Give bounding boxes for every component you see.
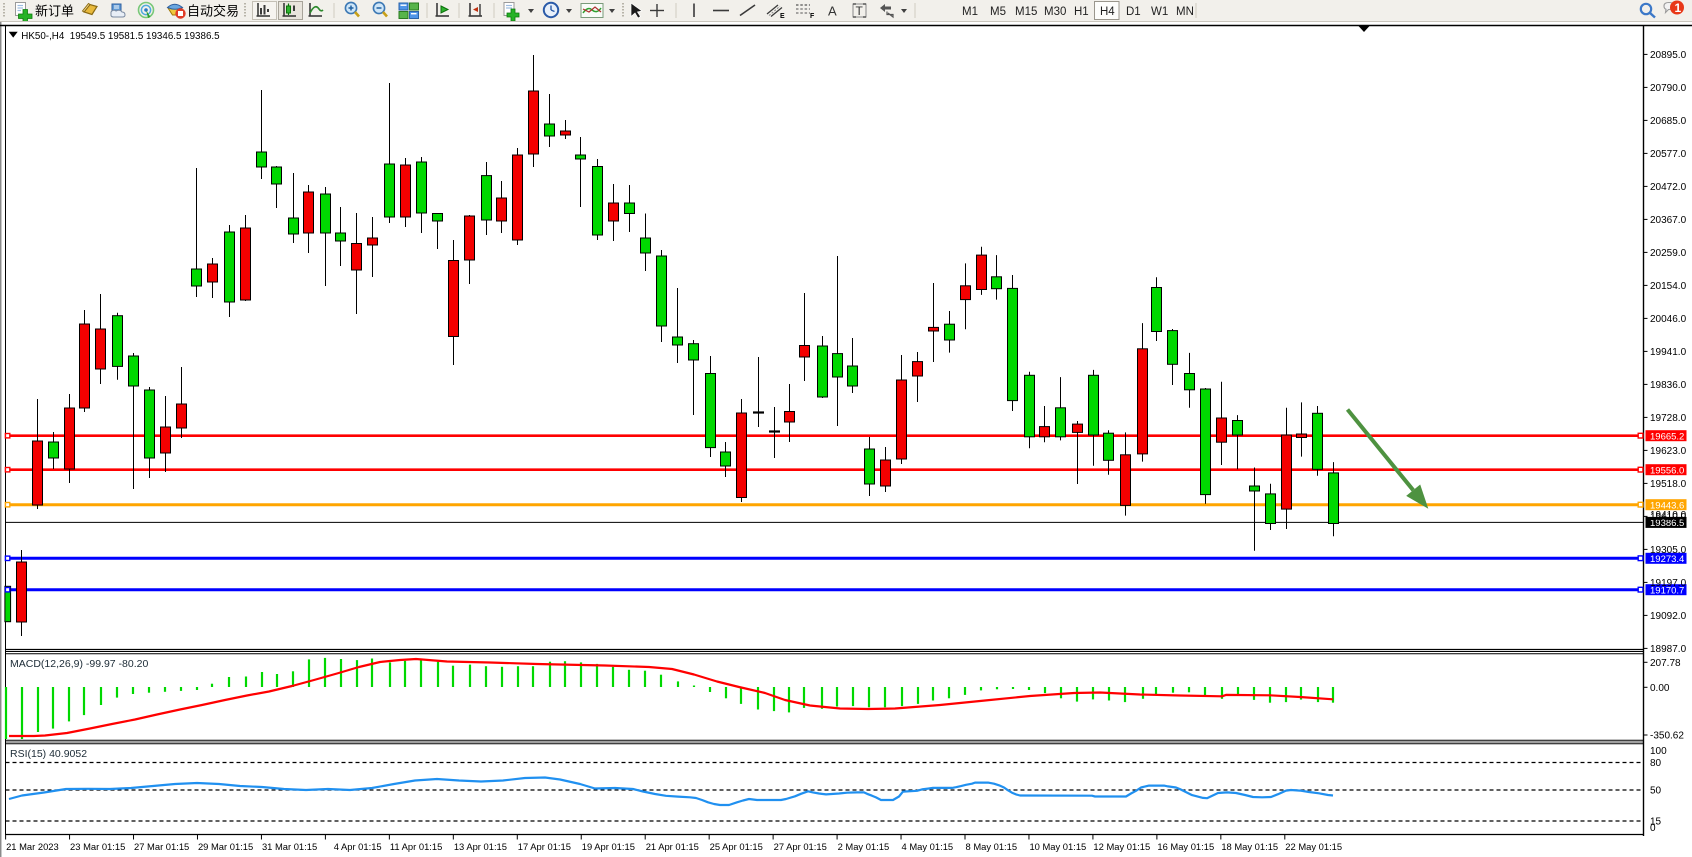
- svg-text:19410.0: 19410.0: [1650, 510, 1687, 521]
- svg-text:新订单: 新订单: [35, 4, 74, 19]
- svg-text:100: 100: [1650, 746, 1667, 757]
- svg-text:W1: W1: [1151, 6, 1168, 18]
- svg-text:D1: D1: [1126, 6, 1141, 18]
- svg-text:19 Apr 01:15: 19 Apr 01:15: [582, 841, 635, 852]
- svg-text:29 Mar 01:15: 29 Mar 01:15: [198, 841, 253, 852]
- svg-text:E: E: [780, 13, 785, 20]
- svg-text:19443.6: 19443.6: [1650, 501, 1684, 512]
- svg-text:RSI(15) 40.9052: RSI(15) 40.9052: [10, 748, 87, 760]
- svg-text:M15: M15: [1015, 6, 1037, 18]
- svg-text:207.78: 207.78: [1650, 658, 1681, 669]
- svg-text:10 May 01:15: 10 May 01:15: [1029, 841, 1086, 852]
- svg-text:M5: M5: [990, 6, 1006, 18]
- svg-text:12 May 01:15: 12 May 01:15: [1093, 841, 1150, 852]
- svg-text:19197.0: 19197.0: [1650, 578, 1687, 589]
- svg-text:H4: H4: [1100, 6, 1115, 18]
- svg-text:自动交易: 自动交易: [187, 4, 239, 19]
- svg-text:4 May 01:15: 4 May 01:15: [902, 841, 954, 852]
- svg-text:MN: MN: [1176, 6, 1194, 18]
- svg-text:2 May 01:15: 2 May 01:15: [838, 841, 890, 852]
- svg-text:M30: M30: [1044, 6, 1066, 18]
- svg-text:15: 15: [1650, 817, 1662, 828]
- svg-text:19092.0: 19092.0: [1650, 611, 1687, 622]
- svg-text:16 May 01:15: 16 May 01:15: [1157, 841, 1214, 852]
- svg-text:19556.0: 19556.0: [1650, 466, 1684, 477]
- svg-text:20577.0: 20577.0: [1650, 149, 1687, 160]
- svg-text:80: 80: [1650, 758, 1662, 769]
- svg-text:20472.0: 20472.0: [1650, 182, 1687, 193]
- svg-text:M1: M1: [962, 6, 978, 18]
- svg-text:20685.0: 20685.0: [1650, 116, 1687, 127]
- svg-text:25 Apr 01:15: 25 Apr 01:15: [710, 841, 763, 852]
- svg-text:-350.62: -350.62: [1650, 731, 1684, 742]
- svg-text:20895.0: 20895.0: [1650, 50, 1687, 61]
- svg-text:23 Mar 01:15: 23 Mar 01:15: [70, 841, 125, 852]
- svg-text:T: T: [856, 4, 864, 18]
- svg-text:H1: H1: [1074, 6, 1089, 18]
- svg-text:19623.0: 19623.0: [1650, 446, 1687, 457]
- svg-text:20154.0: 20154.0: [1650, 281, 1687, 292]
- svg-text:21 Mar 2023: 21 Mar 2023: [6, 841, 59, 852]
- svg-text:4 Apr 01:15: 4 Apr 01:15: [334, 841, 382, 852]
- svg-text:19305.0: 19305.0: [1650, 545, 1687, 556]
- svg-text:0: 0: [1650, 823, 1656, 834]
- svg-text:18987.0: 18987.0: [1650, 644, 1687, 655]
- svg-text:11 Apr 01:15: 11 Apr 01:15: [390, 841, 442, 852]
- svg-text:13 Apr 01:15: 13 Apr 01:15: [454, 841, 507, 852]
- svg-text:19665.2: 19665.2: [1650, 432, 1684, 443]
- svg-text:27 Mar 01:15: 27 Mar 01:15: [134, 841, 189, 852]
- svg-text:21 Apr 01:15: 21 Apr 01:15: [646, 841, 699, 852]
- svg-text:22 May 01:15: 22 May 01:15: [1285, 841, 1342, 852]
- svg-text:17 Apr 01:15: 17 Apr 01:15: [518, 841, 571, 852]
- svg-text:19728.0: 19728.0: [1650, 413, 1687, 424]
- svg-text:A: A: [828, 4, 837, 19]
- svg-text:19410.0: 19410.0: [1650, 512, 1687, 523]
- svg-text:1: 1: [1675, 1, 1682, 15]
- svg-text:19273.4: 19273.4: [1650, 554, 1684, 565]
- svg-text:20259.0: 20259.0: [1650, 248, 1687, 259]
- svg-text:18 May 01:15: 18 May 01:15: [1221, 841, 1278, 852]
- svg-text:MACD(12,26,9) -99.97 -80.20: MACD(12,26,9) -99.97 -80.20: [10, 658, 148, 670]
- svg-text:8 May 01:15: 8 May 01:15: [966, 841, 1018, 852]
- svg-text:19836.0: 19836.0: [1650, 380, 1687, 391]
- svg-text:19386.5: 19386.5: [1650, 518, 1684, 529]
- svg-text:31 Mar 01:15: 31 Mar 01:15: [262, 841, 317, 852]
- svg-text:20790.0: 20790.0: [1650, 83, 1687, 94]
- svg-text:F: F: [810, 13, 815, 20]
- svg-text:HK50-,H4 19549.5 19581.5 1934: HK50-,H4 19549.5 19581.5 19346.5 19386.5: [21, 31, 220, 42]
- svg-text:19518.0: 19518.0: [1650, 479, 1687, 490]
- svg-text:20046.0: 20046.0: [1650, 314, 1687, 325]
- svg-text:50: 50: [1650, 786, 1662, 797]
- svg-text:27 Apr 01:15: 27 Apr 01:15: [774, 841, 827, 852]
- svg-text:19170.7: 19170.7: [1650, 586, 1684, 597]
- svg-text:20367.0: 20367.0: [1650, 215, 1687, 226]
- svg-text:19941.0: 19941.0: [1650, 347, 1687, 358]
- svg-text:0.00: 0.00: [1650, 683, 1670, 694]
